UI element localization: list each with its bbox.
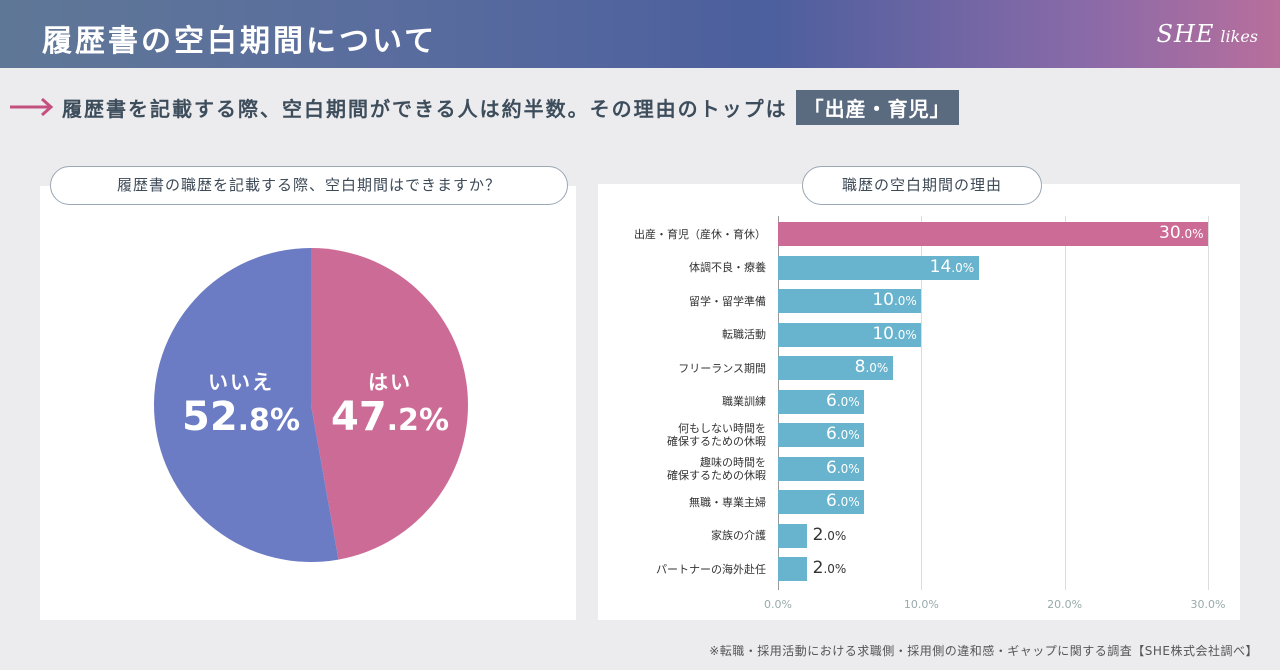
category-label: 出産・育児（産休・育休） (634, 227, 766, 241)
pie-label-no-name: いいえ (208, 370, 274, 394)
category-label: 転職活動 (722, 328, 766, 341)
bar-value-label: 10.0% (872, 323, 917, 344)
headline-badge: 「出産・育児」 (795, 89, 959, 125)
bar (778, 289, 922, 313)
pie-slice-yes (311, 248, 469, 560)
bar (778, 389, 864, 414)
category-label: パートナーの海外赴任 (656, 562, 766, 576)
bar (778, 456, 864, 481)
brand-she: SHE (1156, 20, 1215, 48)
bar (778, 557, 807, 581)
footnote: ※転職・採用活動における求職側・採用側の違和感・ギャップに関する調査【SHE株式… (709, 644, 1258, 658)
x-tick-label: 20.0% (1047, 598, 1083, 611)
bar-value-label: 8.0% (854, 357, 889, 377)
pie-slice-no (154, 248, 339, 562)
bar (778, 356, 893, 380)
grid-line (1064, 216, 1066, 590)
grid-line (1208, 216, 1209, 590)
bar (778, 523, 807, 548)
bar-value-label: 30.0% (1159, 223, 1204, 243)
x-tick-label: 30.0% (1190, 598, 1226, 611)
pie-label-yes: はい 47.2% (330, 366, 450, 443)
pie-chart (152, 246, 470, 564)
category-label: 体調不良・療養 (689, 261, 766, 274)
bar-value-label: 14.0% (929, 256, 975, 277)
category-label: 職業訓練 (722, 395, 766, 408)
category-label: 無職・専業主婦 (689, 495, 766, 509)
category-label: 家族の介護 (711, 529, 766, 542)
x-tick-label: 10.0% (903, 598, 939, 611)
bar-chart: 0.0% 10.0% 20.0% 30.0% 出産・育児（産休・育休） 30.0% 体調不良… (598, 184, 1240, 620)
bar-value-label: 6.0% (826, 457, 860, 478)
pie-label-yes-name: はい (368, 370, 412, 394)
bar (778, 423, 864, 447)
bar-value-label: 6.0% (826, 424, 860, 444)
bar-value-label: 2.0% (812, 524, 847, 545)
arrow-right-icon (10, 90, 54, 124)
bar-value-label: 6.0% (826, 491, 860, 511)
headline: 履歴書を記載する際、空白期間ができる人は約半数。その理由のトップは 「出産・育児… (10, 89, 959, 125)
category-label: 何もしない時間を 確保するための休暇 (667, 422, 766, 448)
bar-value-label: 10.0% (872, 290, 917, 310)
page-title: 履歴書の空白期間について (42, 24, 438, 59)
pie-label-no-value: 52.8% (181, 394, 300, 440)
grid-line (921, 216, 923, 590)
bar (778, 222, 1208, 246)
category-label: 留学・留学準備 (689, 294, 766, 308)
brand-likes: likes (1220, 27, 1258, 46)
x-tick-label: 0.0% (764, 598, 792, 611)
category-label: 趣味の時間を 確保するための休暇 (667, 455, 766, 482)
header-banner: 履歴書の空白期間について SHE likes (0, 0, 1280, 68)
category-label: フリーランス期間 (678, 361, 766, 375)
pie-question: 履歴書の職歴を記載する際、空白期間はできますか？ (50, 166, 568, 205)
headline-text: 履歴書を記載する際、空白期間ができる人は約半数。その理由のトップは (62, 96, 788, 121)
bar-question: 職歴の空白期間の理由 (802, 166, 1042, 205)
bar (778, 322, 922, 347)
bar (778, 255, 979, 280)
bar (778, 490, 864, 514)
pie-label-yes-value: 47.2% (330, 394, 449, 440)
bar-value-label: 2.0% (812, 558, 847, 578)
pie-label-no: いいえ 52.8% (176, 366, 306, 443)
bar-value-label: 6.0% (826, 390, 860, 411)
brand-logo: SHE likes (1157, 20, 1259, 48)
